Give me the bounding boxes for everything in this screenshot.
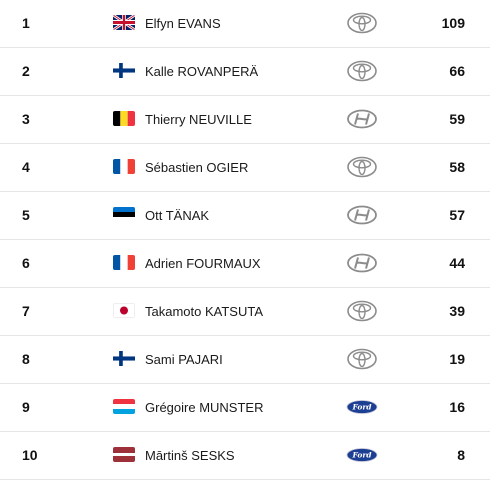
toyota-logo-icon <box>345 347 379 371</box>
svg-text:Ford: Ford <box>351 403 372 412</box>
ford-logo-icon: Ford <box>345 395 379 419</box>
driver-name[interactable]: Mārtinš SESKS <box>145 448 235 463</box>
points-value: 8 <box>457 447 465 463</box>
toyota-logo-icon <box>345 155 379 179</box>
points-value: 16 <box>449 399 465 415</box>
driver-name[interactable]: Adrien FOURMAUX <box>145 256 261 271</box>
driver-name[interactable]: Takamoto KATSUTA <box>145 304 263 319</box>
position-number: 2 <box>22 63 30 79</box>
points-value: 109 <box>441 15 465 31</box>
driver-name[interactable]: Sami PAJARI <box>145 352 223 367</box>
position-number: 3 <box>22 111 30 127</box>
svg-text:Ford: Ford <box>351 451 372 460</box>
driver-name[interactable]: Elfyn EVANS <box>145 16 221 31</box>
toyota-logo-icon <box>345 299 379 323</box>
driver-name[interactable]: Sébastien OGIER <box>145 160 249 175</box>
points-value: 57 <box>449 207 465 223</box>
standings-row[interactable]: 10 Mārtinš SESKS Ford 8 <box>0 432 490 480</box>
standings-row[interactable]: 9 Grégoire MUNSTER Ford 16 <box>0 384 490 432</box>
standings-row[interactable]: 5 Ott TÄNAK 57 <box>0 192 490 240</box>
standings-row[interactable]: 8 Sami PAJARI 19 <box>0 336 490 384</box>
japan-flag <box>113 303 135 318</box>
standings-row[interactable]: 4 Sébastien OGIER 58 <box>0 144 490 192</box>
points-value: 19 <box>449 351 465 367</box>
points-value: 59 <box>449 111 465 127</box>
position-number: 7 <box>22 303 30 319</box>
belgium-flag <box>113 111 135 126</box>
position-number: 5 <box>22 207 30 223</box>
position-number: 1 <box>22 15 30 31</box>
finland-flag <box>113 351 135 366</box>
points-value: 66 <box>449 63 465 79</box>
standings-row[interactable]: 1 Elfyn EVANS 109 <box>0 0 490 48</box>
france-flag <box>113 255 135 270</box>
position-number: 9 <box>22 399 30 415</box>
toyota-logo-icon <box>345 59 379 83</box>
ford-logo-icon: Ford <box>345 443 379 467</box>
hyundai-logo-icon <box>345 251 379 275</box>
standings-row[interactable]: 7 Takamoto KATSUTA 39 <box>0 288 490 336</box>
estonia-flag <box>113 207 135 222</box>
standings-row[interactable]: 3 Thierry NEUVILLE 59 <box>0 96 490 144</box>
driver-name[interactable]: Kalle ROVANPERÄ <box>145 64 259 79</box>
luxembourg-flag <box>113 399 135 414</box>
united-kingdom-flag <box>113 15 135 30</box>
finland-flag <box>113 63 135 78</box>
france-flag <box>113 159 135 174</box>
hyundai-logo-icon <box>345 107 379 131</box>
driver-name[interactable]: Thierry NEUVILLE <box>145 112 252 127</box>
standings-row[interactable]: 6 Adrien FOURMAUX 44 <box>0 240 490 288</box>
points-value: 58 <box>449 159 465 175</box>
position-number: 8 <box>22 351 30 367</box>
hyundai-logo-icon <box>345 203 379 227</box>
driver-name[interactable]: Ott TÄNAK <box>145 208 210 223</box>
driver-name[interactable]: Grégoire MUNSTER <box>145 400 264 415</box>
position-number: 6 <box>22 255 30 271</box>
latvia-flag <box>113 447 135 462</box>
standings-row[interactable]: 2 Kalle ROVANPERÄ 66 <box>0 48 490 96</box>
toyota-logo-icon <box>345 11 379 35</box>
points-value: 44 <box>449 255 465 271</box>
position-number: 4 <box>22 159 30 175</box>
position-number: 10 <box>22 447 38 463</box>
points-value: 39 <box>449 303 465 319</box>
